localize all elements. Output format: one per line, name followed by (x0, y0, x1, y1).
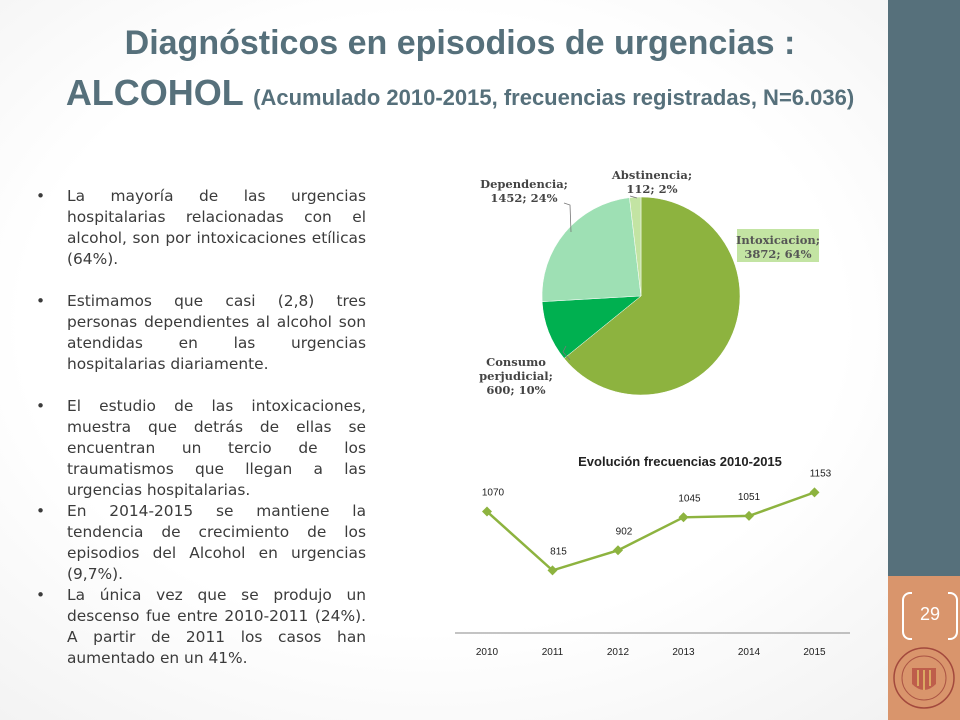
page-number: 29 (919, 604, 941, 624)
pie-data-label: 1452; 24% (490, 191, 557, 205)
leader-line (629, 195, 638, 199)
bullet-item: En 2014-2015 se mantiene la tendencia de… (36, 501, 366, 585)
pie-data-label: 112; 2% (626, 182, 677, 196)
data-label: 1045 (678, 493, 701, 504)
x-tick-label: 2011 (542, 647, 564, 658)
right-bracket-icon (948, 592, 958, 640)
institution-seal-logo (893, 647, 955, 709)
pie-data-label: Consumo (486, 355, 546, 369)
data-label: 1070 (482, 488, 505, 499)
line-point-marker (809, 487, 820, 498)
pie-data-label: Intoxicacion; (736, 233, 820, 247)
line-point-marker (613, 545, 623, 556)
line-point-marker (547, 565, 558, 576)
x-tick-label: 2015 (803, 647, 826, 658)
charts-canvas: Intoxicacion;3872; 64% Consumoperjudicial… (455, 168, 850, 658)
bullet-list: La mayoría de las urgencias hospitalaria… (36, 186, 366, 669)
pie-slice-intoxicacion (563, 196, 741, 396)
bullet-item: Estimamos que casi (2,8) tres personas d… (36, 291, 366, 375)
line-series (486, 491, 815, 572)
leader-line (562, 345, 571, 361)
x-tick-label: 2012 (607, 647, 630, 658)
title-sub: (Acumulado 2010-2015, frecuencias regist… (253, 85, 855, 110)
line-point-marker (678, 512, 689, 523)
pie-data-label: perjudicial; (479, 369, 553, 383)
page-number-badge: 29 (902, 592, 958, 640)
data-label: 1153 (810, 468, 832, 479)
pie-data-label: 3872; 64% (744, 247, 811, 261)
data-label: 902 (616, 526, 633, 537)
page-title: Diagnósticos en episodios de urgencias :… (40, 20, 880, 125)
x-tick-label: 2010 (476, 647, 499, 658)
pie-label-box (737, 229, 819, 262)
pie-data-label: Abstinencia; (611, 168, 692, 182)
pie-slice-dependencia (541, 197, 642, 302)
data-label: 815 (550, 546, 567, 557)
x-tick-label: 2013 (672, 647, 695, 658)
title-line-2: ALCOHOL (Acumulado 2010-2015, frecuencia… (40, 66, 880, 125)
title-main: ALCOHOL (65, 72, 244, 113)
line-point-marker (482, 506, 492, 517)
pie-data-label: 600; 10% (486, 383, 545, 397)
x-tick-label: 2014 (738, 647, 761, 658)
bullet-item: La mayoría de las urgencias hospitalaria… (36, 186, 366, 270)
line-chart-title: Evolución frecuencias 2010-2015 (578, 454, 782, 469)
bullet-item: La única vez que se produjo un descenso … (36, 585, 366, 669)
bullet-item: El estudio de las intoxicaciones, muestr… (36, 396, 366, 501)
data-label: 1051 (738, 492, 761, 503)
leader-line (563, 202, 572, 233)
pie-data-label: Dependencia; (480, 177, 568, 191)
title-line-1: Diagnósticos en episodios de urgencias : (124, 24, 796, 62)
left-bracket-icon (902, 592, 912, 640)
line-point-marker (744, 510, 754, 521)
